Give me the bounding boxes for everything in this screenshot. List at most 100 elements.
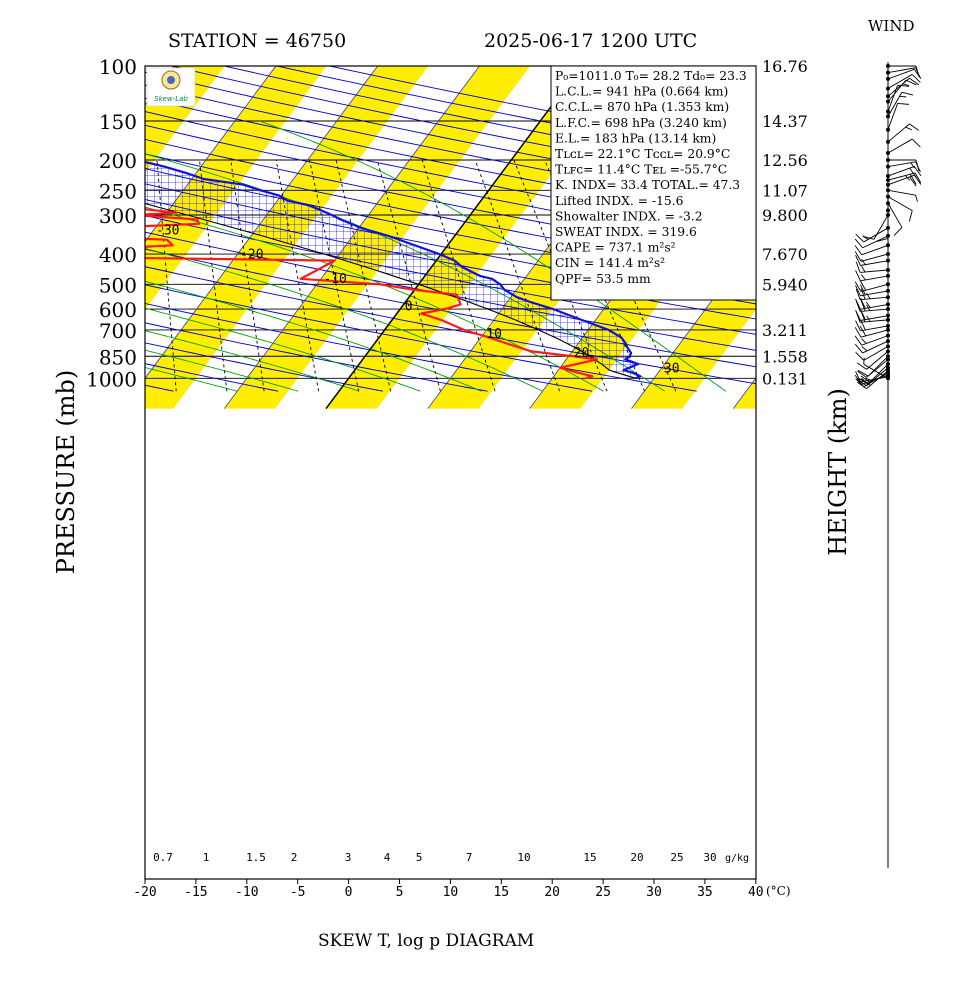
temperature-line <box>145 160 642 380</box>
temperature-tick-label: 10 <box>443 885 459 900</box>
isotherm-label: 30 <box>664 362 680 377</box>
isotherm-label: -10 <box>323 272 346 287</box>
isotherm-line <box>835 36 960 409</box>
wind-barb-feather <box>861 266 866 273</box>
height-tick-label: 9.800 <box>762 206 808 225</box>
wind-barb-feather <box>854 245 863 256</box>
wind-barb-shaft <box>860 329 889 338</box>
dry-adiabat <box>145 124 756 249</box>
mixing-ratio-label: 25 <box>670 851 683 864</box>
mixing-ratio-line <box>474 159 561 392</box>
stats-line: Lifted INDX. = -15.6 <box>555 194 684 208</box>
wind-barb-feather <box>855 270 861 281</box>
height-tick-label: 1.558 <box>762 347 808 366</box>
stats-line: QPF= 53.5 mm <box>555 272 651 286</box>
mixing-ratio-label: 5 <box>416 851 423 864</box>
logo: Skew-Lab <box>146 67 196 107</box>
mixing-ratio-label: 10 <box>517 851 530 864</box>
isotherm-labels: -30 -20 -10 0 10 20 30 <box>156 224 680 377</box>
wind-barb-feather <box>854 251 862 262</box>
pressure-tick-label: 500 <box>99 273 137 297</box>
wind-barb-feather <box>865 301 871 308</box>
station-label: STATION = 46750 <box>168 30 346 52</box>
diagram-title: SKEW T, log p DIAGRAM <box>318 931 534 951</box>
height-tick-label: 11.07 <box>762 181 808 200</box>
wind-barb-feather <box>905 79 917 86</box>
wind-barb-feather <box>865 377 872 381</box>
wind-barb-feather <box>855 320 861 332</box>
temperature-axis: -20 -15 -10 -5 0 5 10 15 20 25 30 35 40 <box>133 879 764 900</box>
mixing-ratio-labels: 0.7 1 1.5 2 3 4 5 7 10 15 20 25 30 g/kg <box>153 851 749 864</box>
wind-barb-feather <box>854 343 863 354</box>
dry-adiabat <box>145 266 756 385</box>
wind-barb-feather <box>855 261 861 273</box>
stats-line: P₀=1011.0 T₀= 28.2 Td₀= 23.3 <box>555 69 747 83</box>
wind-barb-shaft <box>887 202 903 228</box>
wind-barb-feather <box>855 233 865 243</box>
temperature-tick-label: -5 <box>290 885 306 900</box>
mixing-ratio-label: 4 <box>384 851 391 864</box>
isotherm-label: 10 <box>486 327 502 342</box>
pressure-tick-label: 300 <box>99 204 137 228</box>
isotherm-band <box>0 36 44 409</box>
dry-adiabat <box>145 303 593 392</box>
wind-barb-feather <box>859 325 867 337</box>
wind-barb-feather <box>905 126 912 131</box>
wind-barb-feather <box>858 377 869 385</box>
wind-barb-shaft <box>887 138 913 154</box>
isotherm-line <box>937 36 960 409</box>
mixing-ratio-label: 0.7 <box>153 851 173 864</box>
stats-line: E.L.= 183 hPa (13.14 km) <box>555 131 716 145</box>
wind-barb-feather <box>897 102 909 105</box>
stats-line: Tʟᴄʟ= 22.1°C Tᴄᴄʟ= 20.9°C <box>555 147 730 161</box>
pressure-tick-label: 200 <box>99 149 137 173</box>
pressure-tick-label: 1000 <box>86 367 137 391</box>
wind-barb-feather <box>913 166 922 176</box>
stats-box-frame <box>550 65 757 301</box>
wind-barb-feather <box>861 338 867 344</box>
moist-adiabat <box>145 280 482 392</box>
moist-adiabat <box>145 307 421 392</box>
wind-barb-feather <box>855 285 861 296</box>
wind-column <box>854 62 922 868</box>
temperature-tick-label: -15 <box>184 885 207 900</box>
stats-line: Tʟꜰᴄ= 11.4°C Tᴇʟ =-55.7°C <box>555 163 727 177</box>
pressure-tick-label: 150 <box>99 110 137 134</box>
wind-barb-feather <box>909 173 917 185</box>
dry-adiabat <box>145 138 756 262</box>
wind-barb-feather <box>860 258 866 265</box>
cape-hatch <box>145 162 641 379</box>
wind-barb-shaft <box>861 244 889 256</box>
wind-barb-feather <box>854 327 862 338</box>
isotherm-label: 0 <box>405 300 413 315</box>
dry-adiabat <box>145 215 756 335</box>
wind-barb-feather <box>905 175 911 181</box>
dry-adiabat <box>145 199 756 320</box>
wind-barb-feather <box>860 375 871 383</box>
temperature-tick-label: 15 <box>493 885 509 900</box>
moist-adiabat <box>259 120 727 392</box>
wind-barb-feather <box>915 65 920 78</box>
stats-box: P₀=1011.0 T₀= 28.2 Td₀= 23.3 L.C.L.= 941 … <box>550 65 757 301</box>
wind-barb-shaft <box>887 103 898 130</box>
wind-barb-feather <box>855 351 865 361</box>
height-tick-label: 5.940 <box>762 275 808 294</box>
zero-isotherm <box>325 66 582 410</box>
wind-barb-shaft <box>887 67 916 74</box>
wind-barb-shaft <box>862 340 889 354</box>
temperature-tick-label: 25 <box>595 885 611 900</box>
wind-barb-feather <box>860 300 866 312</box>
temperature-tick-label: 0 <box>345 885 353 900</box>
isotherm-label: -20 <box>240 247 263 262</box>
wind-barb-feather <box>860 288 866 300</box>
stats-line: CIN = 141.4 m²s² <box>555 256 665 270</box>
wind-title: WIND <box>868 17 915 35</box>
freezing-isotherm <box>325 66 582 410</box>
wind-barb-feather <box>915 159 920 172</box>
wind-barb-feather <box>860 284 866 296</box>
logo-emblem-center-icon <box>167 76 175 84</box>
dry-adiabat <box>145 363 279 392</box>
mixing-ratio-label: 1 <box>203 851 210 864</box>
dry-adiabat <box>145 322 488 392</box>
